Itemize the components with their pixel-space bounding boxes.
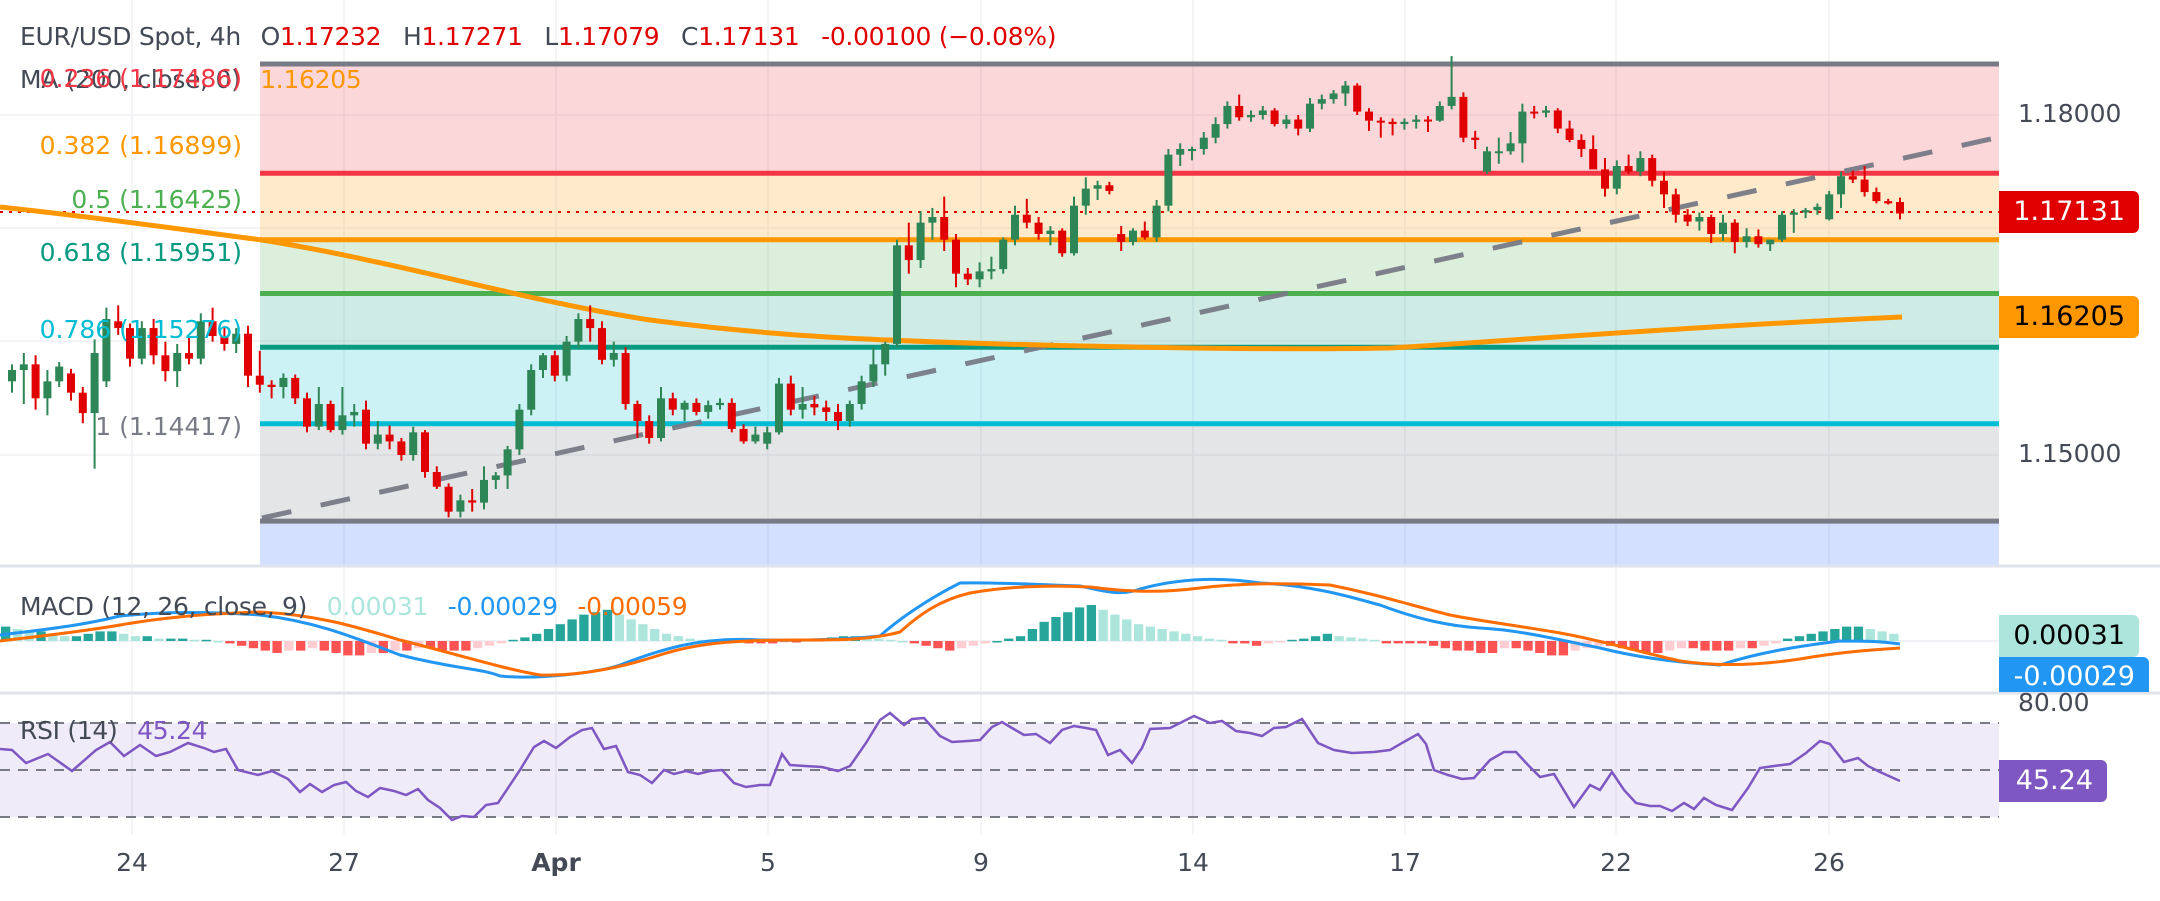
ohlc-low: L1.17079	[544, 22, 660, 51]
date-tick: 22	[1600, 848, 1632, 877]
fib-level-label: 0.382 (1.16899)	[39, 130, 242, 160]
macd-hist-value: 0.00031	[326, 592, 429, 621]
macd-hist-tag: 0.00031	[1999, 615, 2139, 657]
ma200-line[interactable]	[0, 204, 1903, 352]
macd-value-tag: -0.00029	[1999, 657, 2149, 692]
horizontal-grid	[0, 114, 1999, 456]
date-tick: 5	[760, 848, 776, 877]
fib-level-label: 0.5 (1.16425)	[71, 184, 242, 214]
ohlc-close: C1.17131	[680, 22, 800, 51]
rsi-value: 45.24	[137, 716, 208, 745]
date-tick: Apr	[531, 848, 581, 877]
ma-label[interactable]: MA (200, close, 0)	[20, 65, 241, 94]
rsi-line	[0, 711, 1901, 822]
candlestick-series	[8, 56, 1904, 518]
date-tick: 24	[116, 848, 148, 877]
macd-legend[interactable]: MACD (12, 26, close, 9) 0.00031 -0.00029…	[20, 592, 699, 621]
vertical-grid	[131, 0, 1830, 835]
fib-level-label: 1 (1.14417)	[95, 412, 242, 442]
ma-price-tag: 1.16205	[1999, 296, 2139, 338]
ma-legend[interactable]: MA (200, close, 0) 1.16205	[20, 65, 373, 94]
fib-level-label: 0.786 (1.15276)	[39, 314, 242, 344]
price-change: -0.00100 (−0.08%)	[821, 22, 1057, 51]
rsi-label[interactable]: RSI (14)	[20, 716, 118, 745]
macd-value: -0.00029	[447, 592, 558, 621]
ohlc-open: O1.17232	[260, 22, 382, 51]
date-tick: 14	[1177, 848, 1209, 877]
symbol-legend[interactable]: EUR/USD Spot, 4h O1.17232 H1.17271 L1.17…	[20, 22, 1068, 51]
price-tick-1-15000: 1.15000	[2018, 439, 2122, 468]
date-tick: 9	[973, 848, 989, 877]
fibonacci-retracement[interactable]	[260, 61, 1999, 565]
ohlc-high: H1.17271	[402, 22, 523, 51]
rsi-tick-80: 80.00	[2018, 688, 2090, 717]
date-tick: 27	[328, 848, 360, 877]
date-tick: 26	[1813, 848, 1845, 877]
macd-label[interactable]: MACD (12, 26, close, 9)	[20, 592, 308, 621]
macd-signal-value: -0.00059	[577, 592, 688, 621]
rsi-legend[interactable]: RSI (14) 45.24	[20, 716, 219, 745]
macd-line	[0, 577, 1901, 679]
fib-level-label: 0.618 (1.15951)	[39, 238, 242, 268]
date-tick: 17	[1389, 848, 1421, 877]
last-price-tag: 1.17131	[1999, 191, 2139, 233]
symbol-title[interactable]: EUR/USD Spot, 4h	[20, 22, 241, 51]
ma-value: 1.16205	[260, 65, 362, 94]
rsi-value-tag: 45.24	[1999, 760, 2107, 802]
macd-signal-line	[0, 582, 1901, 677]
price-tick-1-18000: 1.18000	[2018, 99, 2122, 128]
fib-level-label: 0.236 (1.17486)	[39, 64, 242, 94]
